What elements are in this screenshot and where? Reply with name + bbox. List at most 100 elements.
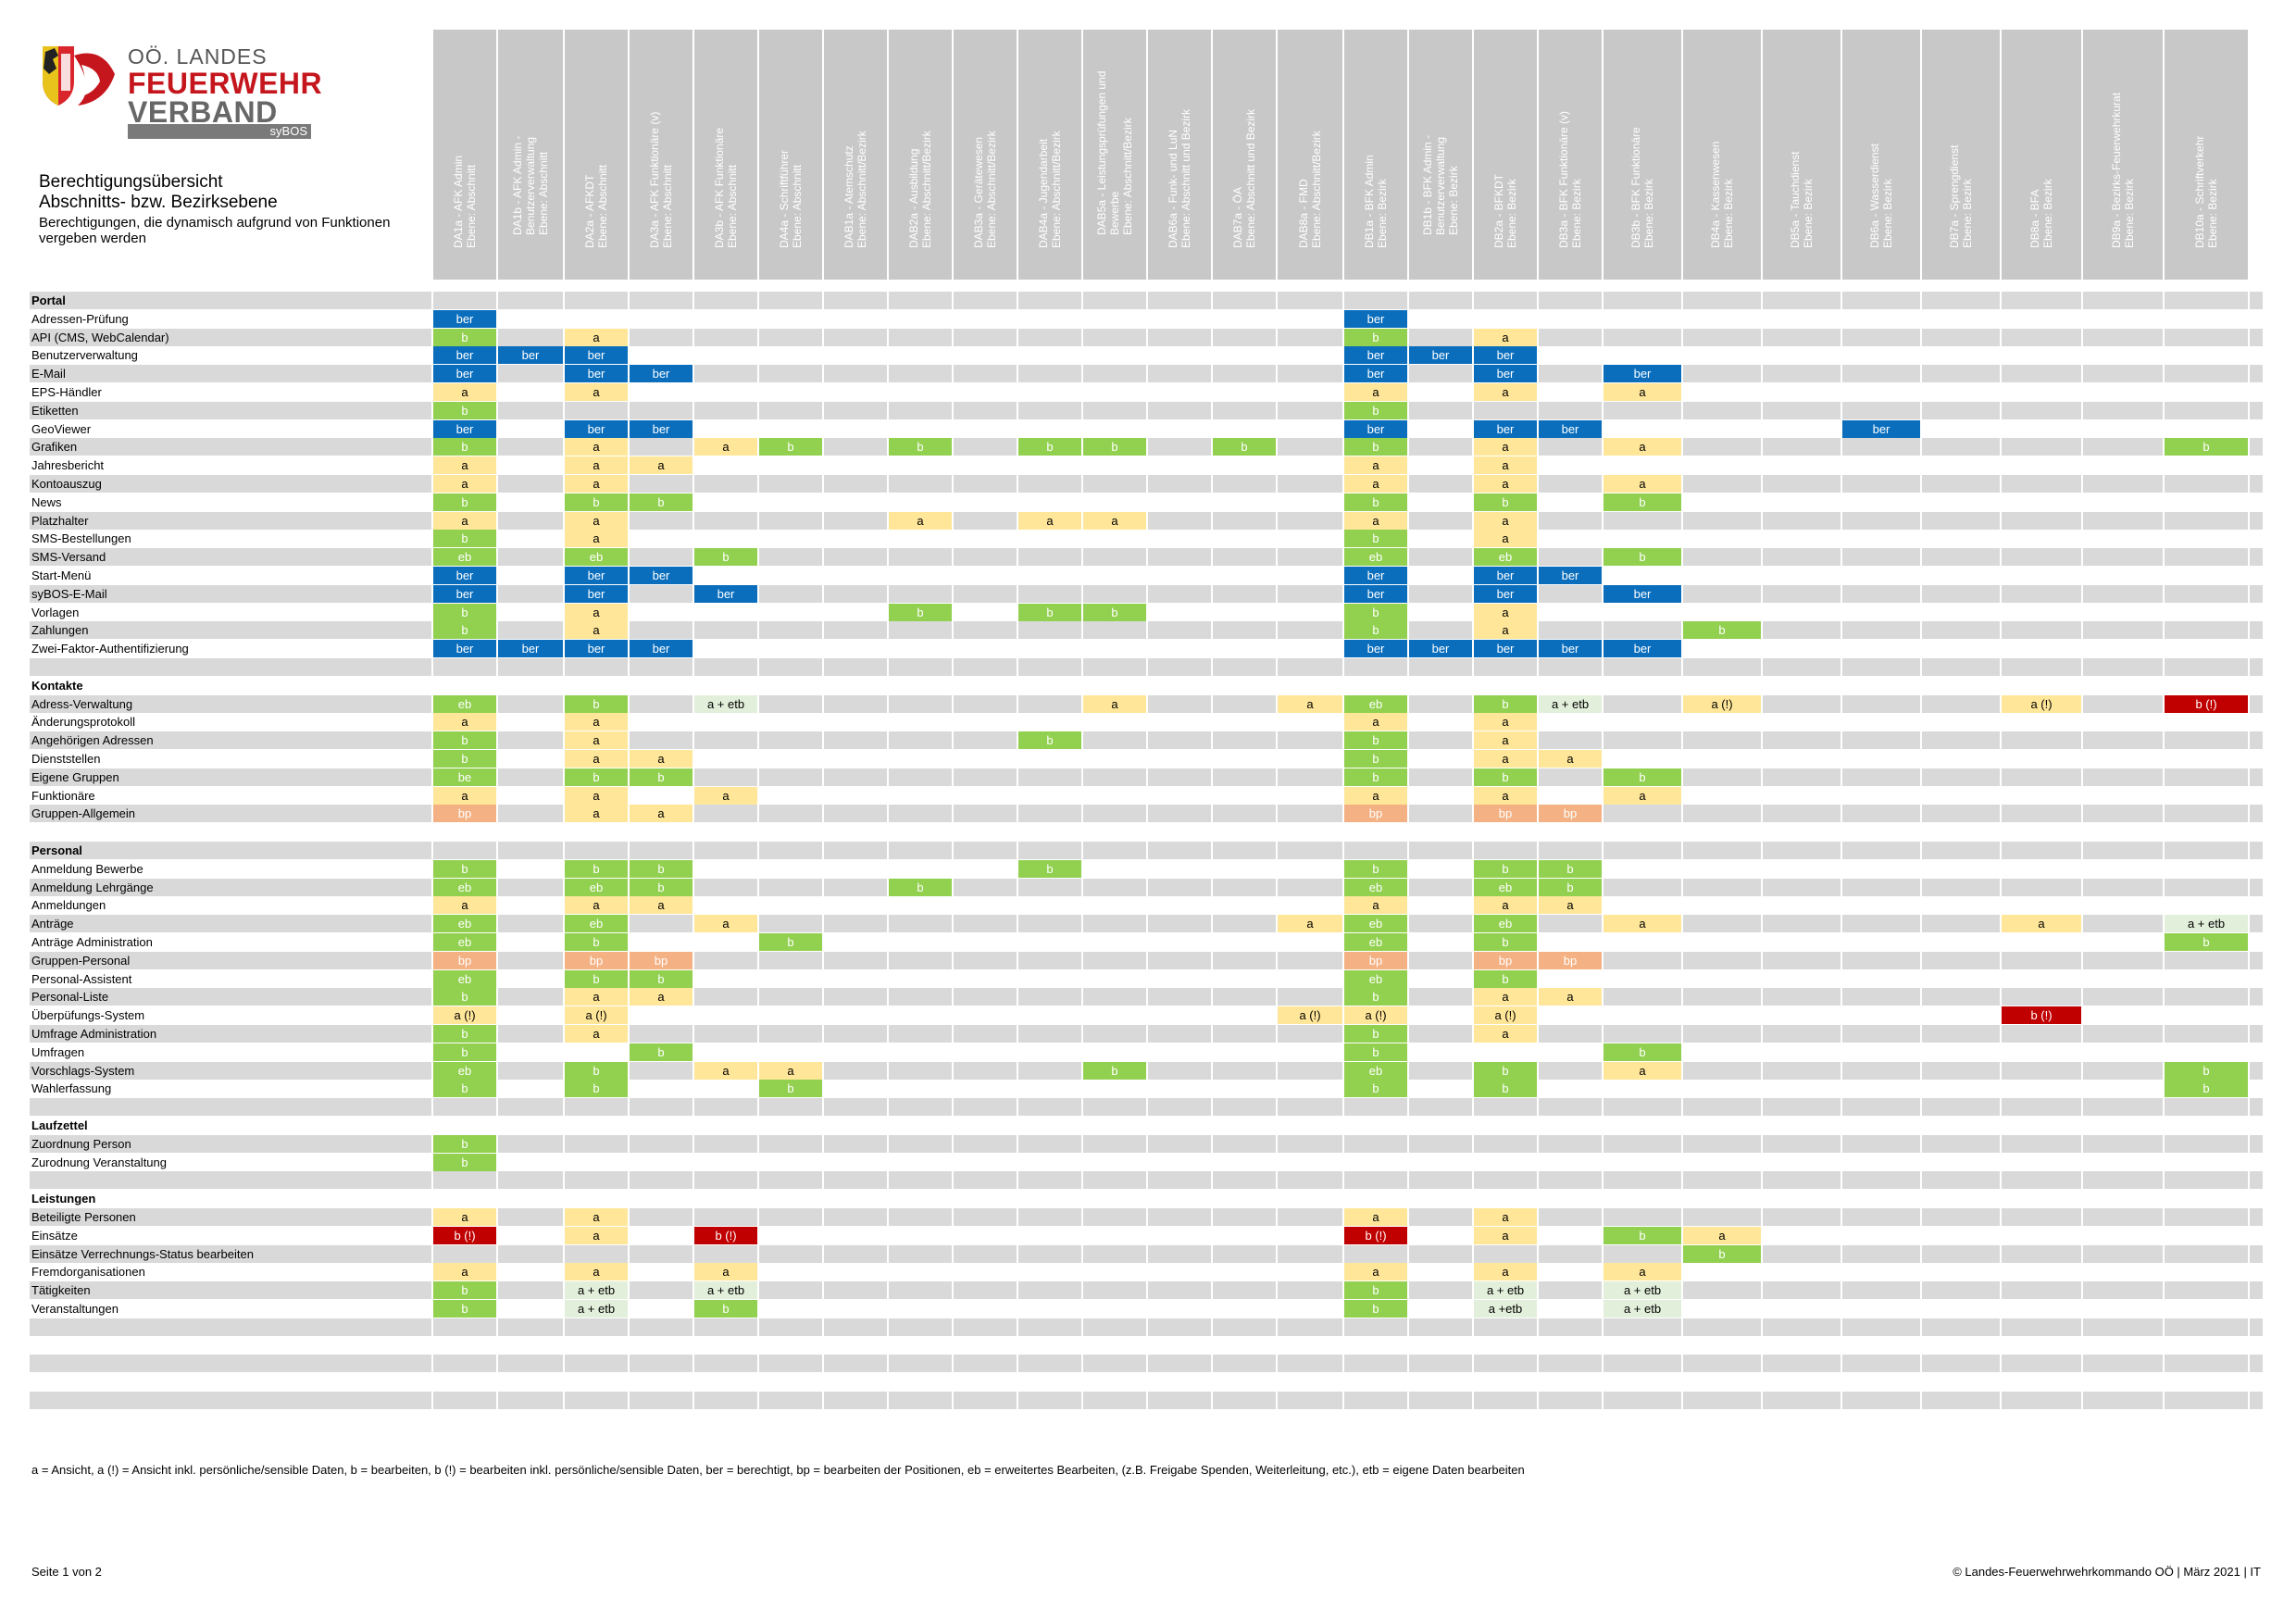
column-separator (431, 805, 433, 823)
column-separator (822, 1025, 824, 1043)
permission-cell: ber (1409, 346, 1472, 365)
permission-cell: b (1344, 328, 1407, 346)
permission-cell: a + etb (565, 1300, 628, 1318)
column-separator (563, 805, 565, 823)
column-separator (1081, 1355, 1083, 1373)
column-separator (887, 621, 889, 640)
permission-cell: ber (565, 365, 628, 383)
column-separator (693, 731, 694, 750)
permission-cell: a (1344, 713, 1407, 731)
column-header: DB4a - Kassenwesen Ebene: Bezirk (1683, 30, 1761, 280)
permission-cell: ber (433, 640, 496, 658)
column-separator (628, 328, 630, 346)
column-separator (1472, 1061, 1474, 1080)
column-separator (1276, 1098, 1278, 1117)
column-separator (1681, 988, 1683, 1006)
permission-cell: a (694, 915, 757, 933)
column-separator (822, 1244, 824, 1263)
column-separator (628, 1208, 630, 1226)
permission-cell: b (433, 750, 496, 768)
column-separator (1342, 1208, 1344, 1226)
column-separator (628, 1281, 630, 1300)
column-separator (1407, 805, 1409, 823)
column-separator (2163, 438, 2165, 456)
permission-cell: b (1344, 401, 1407, 419)
permission-cell: ber (1539, 419, 1602, 438)
column-separator (1537, 1392, 1539, 1409)
page-number: Seite 1 von 2 (31, 1565, 102, 1579)
column-separator (1211, 438, 1213, 456)
row-label: SMS-Bestellungen (31, 531, 131, 546)
permission-cell: b (433, 530, 496, 548)
table-row (30, 1409, 2263, 1428)
column-separator (1841, 1098, 1842, 1117)
column-separator (693, 401, 694, 419)
column-header-label: DA2a - AFKDT Ebene: Abschnitt (583, 164, 609, 248)
permission-cell: ber (565, 346, 628, 365)
column-separator (628, 438, 630, 456)
column-separator (1017, 694, 1018, 713)
column-separator (1472, 1392, 1474, 1409)
column-separator (887, 292, 889, 309)
column-header: DAB3a - Gerätewesen Ebene: Abschnitt/Bez… (954, 30, 1017, 280)
column-separator (2081, 365, 2083, 383)
column-separator (2081, 438, 2083, 456)
section-title: Portal (31, 294, 66, 307)
table-row (30, 567, 2263, 584)
column-separator (757, 621, 759, 640)
column-separator (952, 1061, 954, 1080)
permission-cell: bp (1344, 951, 1407, 969)
column-separator (2000, 768, 2002, 786)
permission-cell: b (2165, 1080, 2248, 1098)
column-separator (563, 694, 565, 713)
permission-cell: eb (1344, 1061, 1407, 1080)
column-separator (1537, 1318, 1539, 1336)
column-separator (822, 694, 824, 713)
column-separator (1761, 768, 1763, 786)
column-separator (952, 548, 954, 567)
column-separator (887, 951, 889, 969)
column-separator (693, 1392, 694, 1409)
column-separator (628, 584, 630, 603)
permission-cell: a (433, 456, 496, 475)
row-label: Personal-Liste (31, 990, 109, 1005)
permission-cell: a (1344, 383, 1407, 401)
permission-cell: eb (433, 548, 496, 567)
column-separator (1681, 1318, 1683, 1336)
column-separator (1681, 438, 1683, 456)
permission-cell: b (565, 493, 628, 511)
column-separator (2081, 511, 2083, 530)
permission-cell: b (433, 493, 496, 511)
permission-cell: eb (433, 694, 496, 713)
column-separator (887, 1318, 889, 1336)
column-separator (887, 1355, 889, 1373)
column-separator (1342, 328, 1344, 346)
permission-cell: a (565, 1025, 628, 1043)
column-separator (2081, 1171, 2083, 1190)
column-separator (1841, 1061, 1842, 1080)
table-row (30, 346, 2263, 365)
column-separator (2081, 621, 2083, 640)
column-separator (1146, 1134, 1148, 1153)
permission-cell: eb (1344, 878, 1407, 896)
column-separator (1081, 584, 1083, 603)
column-separator (1681, 1281, 1683, 1300)
permission-cell: a (433, 896, 496, 915)
column-separator (822, 475, 824, 493)
column-separator (757, 401, 759, 419)
column-header-label: DB4a - Kassenwesen Ebene: Bezirk (1709, 141, 1735, 248)
column-separator (1920, 1355, 1922, 1373)
column-separator (563, 438, 565, 456)
column-separator (1342, 438, 1344, 456)
column-separator (563, 292, 565, 309)
permission-cell: a (1474, 530, 1537, 548)
column-separator (1472, 1244, 1474, 1263)
column-separator (2163, 694, 2165, 713)
column-separator (1276, 988, 1278, 1006)
column-separator (1472, 988, 1474, 1006)
row-label: Grafiken (31, 440, 78, 455)
column-separator (1407, 548, 1409, 567)
copyright: © Landes-Feuerwehrwehrkommando OÖ | März… (1953, 1565, 2261, 1579)
column-separator (628, 1061, 630, 1080)
column-header-label: DAB7a - ÖA Ebene: Abschnitt und Bezirk (1231, 108, 1257, 248)
